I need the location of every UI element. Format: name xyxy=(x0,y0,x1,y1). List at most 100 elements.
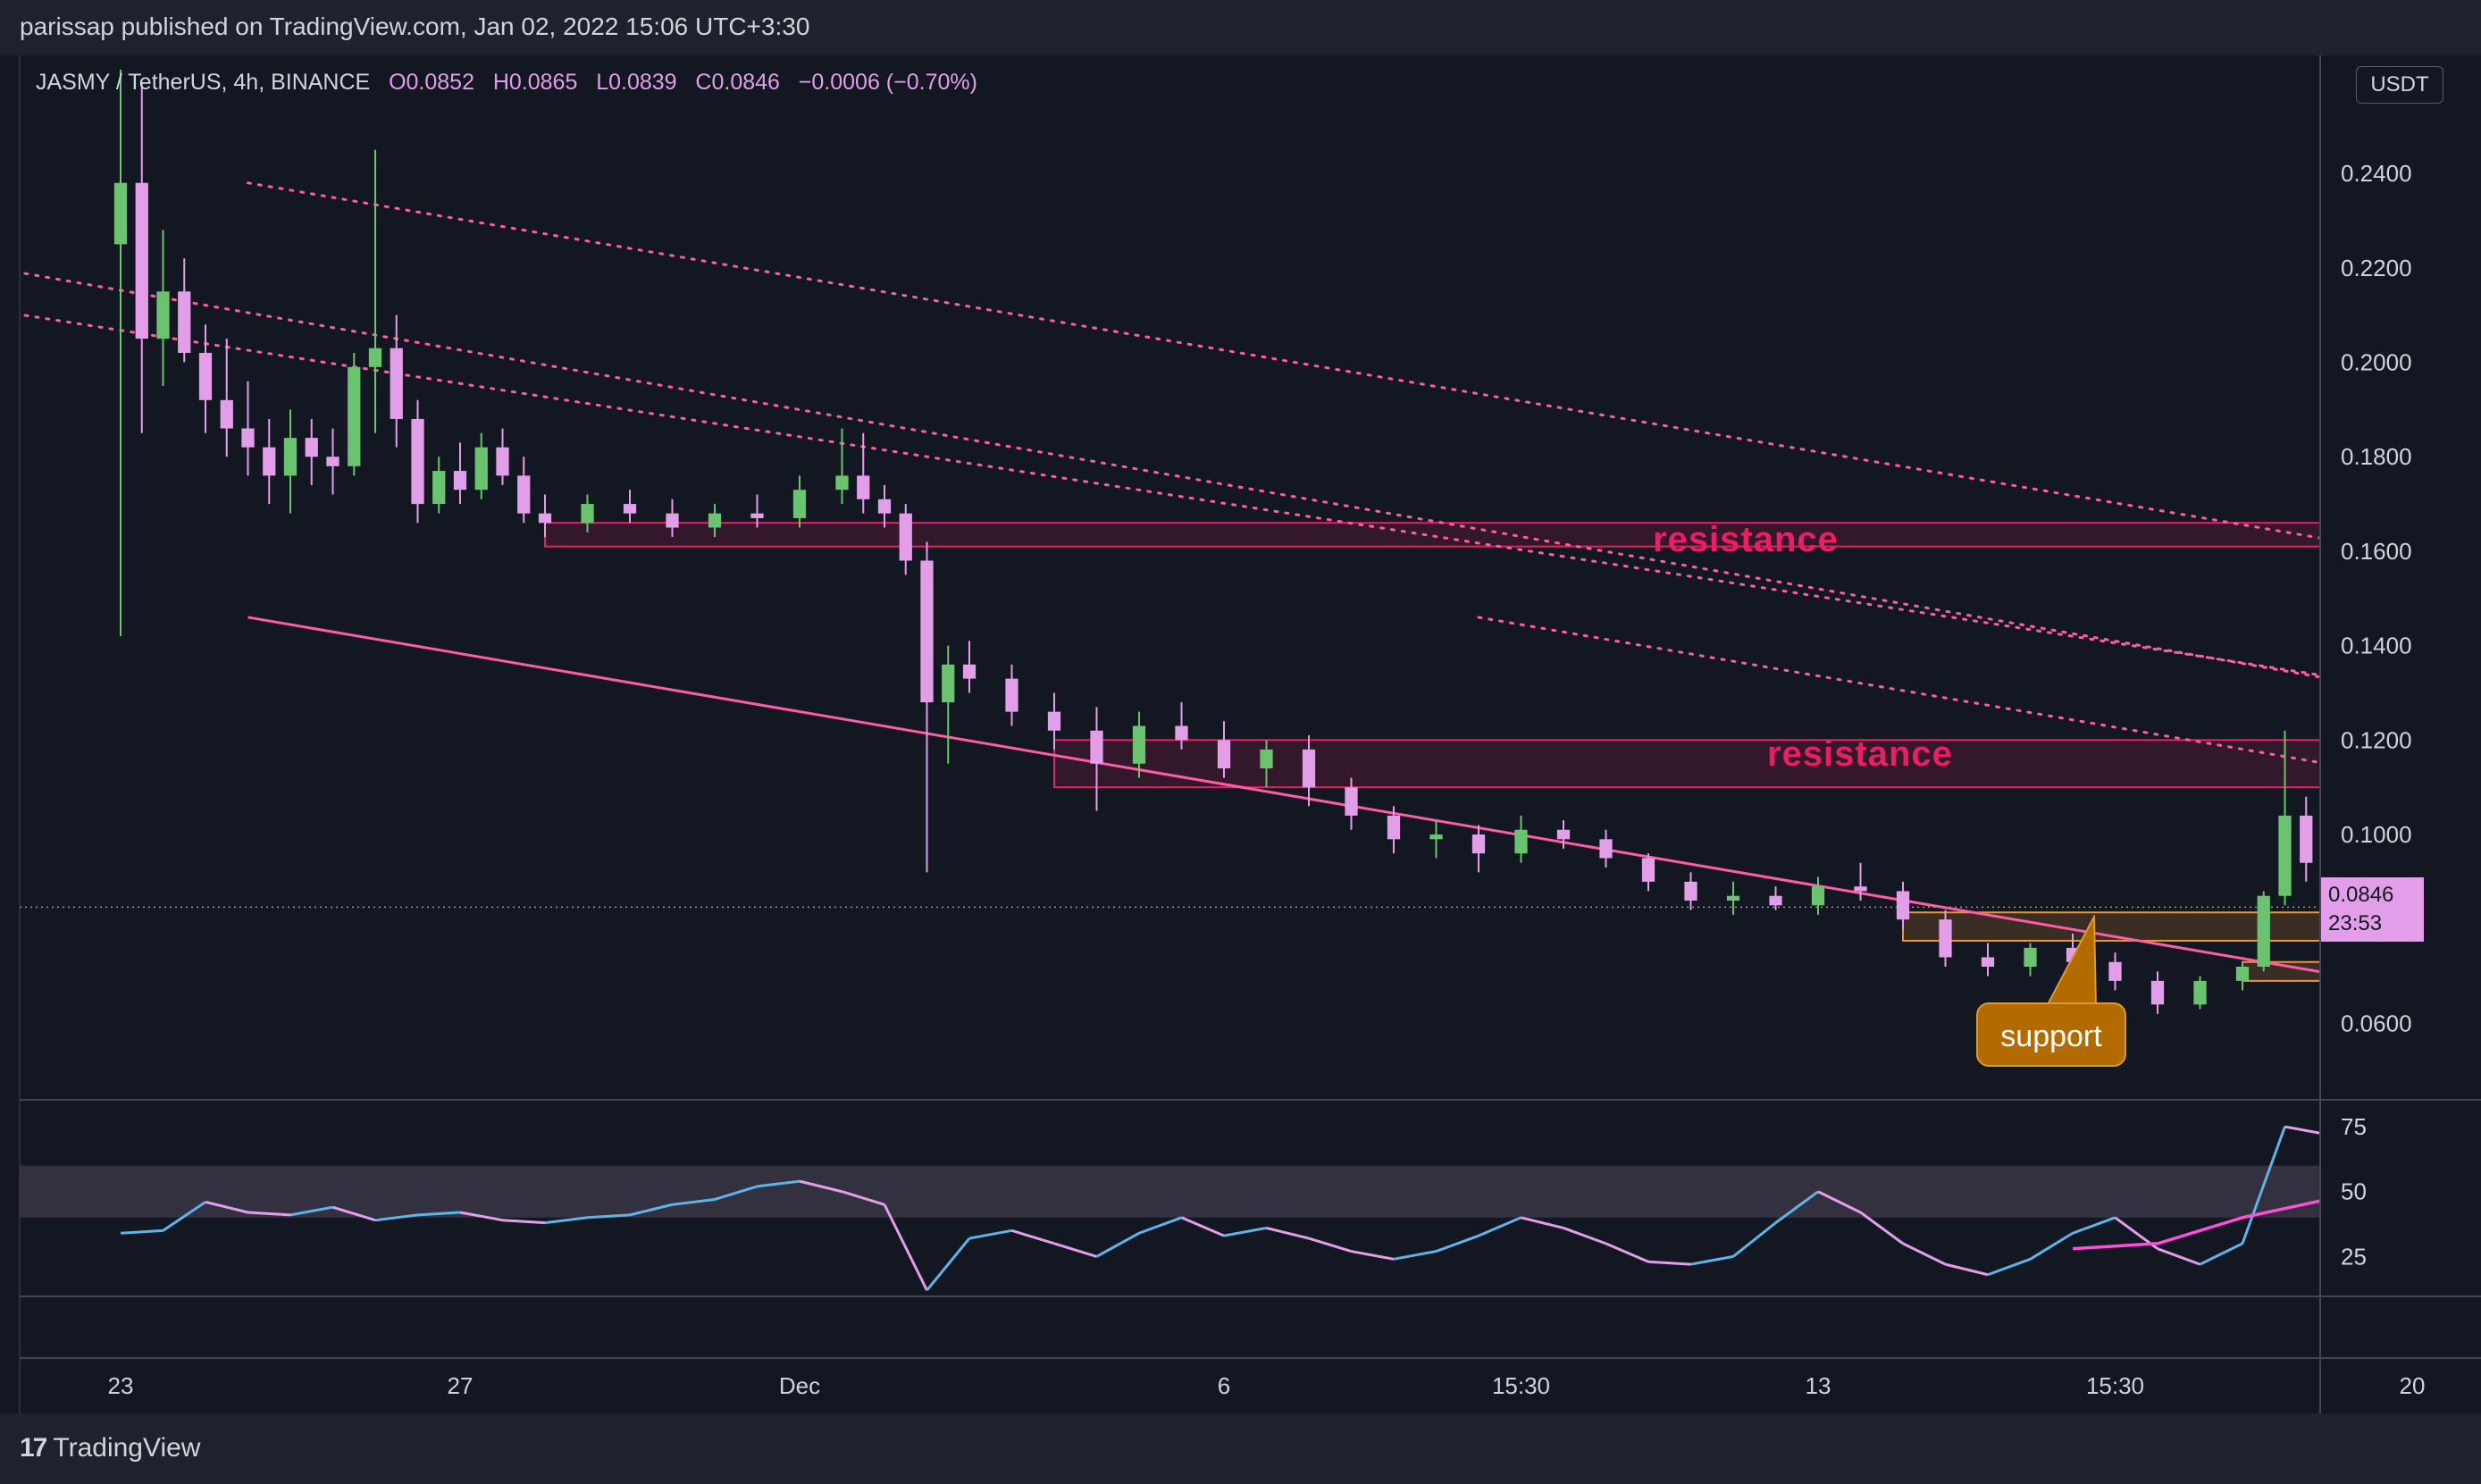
rsi-segment xyxy=(2370,1161,2413,1176)
price-plot xyxy=(20,69,2334,1014)
candle-body xyxy=(1684,881,1697,901)
rsi-segment xyxy=(1223,1226,1267,1237)
rsi-segment xyxy=(1521,1216,1564,1229)
candle-body xyxy=(857,475,870,499)
time-tick-label: 13 xyxy=(1806,1372,1831,1399)
candle-body xyxy=(835,475,849,490)
rsi-segment xyxy=(1859,1211,1904,1245)
candle-body xyxy=(623,504,637,514)
candle-body xyxy=(538,513,552,524)
rsi-ma-line xyxy=(2072,1199,2320,1251)
rsi-segment xyxy=(2241,1126,2286,1245)
candle-body xyxy=(1047,711,1061,731)
resistance-upper-zone xyxy=(544,522,2320,548)
ohlc-close: C0.0846 xyxy=(695,70,780,95)
candle-body xyxy=(1641,858,1655,882)
candle-body xyxy=(877,499,892,514)
last-price-tag: 0.0846 23:53 xyxy=(2321,877,2424,942)
candle-body xyxy=(178,291,191,353)
rsi-segment xyxy=(1478,1216,1522,1237)
candle-body xyxy=(2193,980,2207,1005)
axes: 0.2400 0.2200 0.2000 0.1800 0.1600 0.1400 0.12… xyxy=(19,55,2481,1413)
ohlc-change: −0.0006 (−0.70%) xyxy=(798,70,977,95)
candle-body xyxy=(432,471,446,505)
candle-body xyxy=(135,182,148,340)
time-tick-label: 15:30 xyxy=(1492,1372,1550,1399)
rsi-segment xyxy=(2029,1231,2074,1261)
candle-body xyxy=(581,504,594,524)
rsi-segment xyxy=(714,1185,758,1201)
rsi-segment xyxy=(1180,1216,1225,1237)
bar-countdown: 23:53 xyxy=(2328,911,2383,935)
rsi-segment xyxy=(2412,1170,2455,1176)
rsi-segment xyxy=(205,1200,248,1214)
candle-body xyxy=(1981,957,1995,968)
candle-body xyxy=(2150,980,2165,1005)
rsi-segment xyxy=(2284,1125,2320,1135)
rsi-segment xyxy=(1563,1227,1607,1245)
candle-body xyxy=(1556,829,1571,840)
candle-body xyxy=(1302,749,1316,788)
candle-body xyxy=(1005,678,1018,712)
price-tick-label: 0.2000 xyxy=(2341,349,2412,376)
price-tick-label: 0.2200 xyxy=(2341,255,2412,281)
rsi-tick-label: 25 xyxy=(2341,1243,2367,1270)
ohlc-open: O0.0852 xyxy=(389,70,474,95)
candle-body xyxy=(517,475,531,514)
rsi-segment xyxy=(1945,1262,1989,1277)
publish-bar: parissap published on TradingView.com, J… xyxy=(0,0,2481,55)
rsi-segment xyxy=(968,1228,1012,1240)
rsi-segment xyxy=(1138,1216,1183,1235)
price-tick-label: 0.1400 xyxy=(2341,633,2412,659)
rsi-segment xyxy=(757,1179,800,1188)
ohlc-low: L0.0839 xyxy=(596,70,677,95)
rsi-segment xyxy=(2199,1242,2243,1266)
rsi-segment xyxy=(289,1205,333,1217)
candle-body xyxy=(263,447,276,476)
rsi-segment xyxy=(883,1203,928,1291)
candle-body xyxy=(1726,895,1740,901)
time-tick-label: 27 xyxy=(448,1372,474,1399)
tradingview-logo[interactable]: 17 TradingView xyxy=(20,1433,200,1463)
rsi-segment xyxy=(120,1228,163,1235)
rsi-segment xyxy=(459,1211,503,1222)
candle-body xyxy=(920,560,934,703)
candle-body xyxy=(283,438,298,476)
candle-body xyxy=(113,182,128,245)
candle-body xyxy=(220,399,233,429)
channel-mid-1 xyxy=(20,271,2320,679)
rsi-segment xyxy=(1351,1250,1395,1261)
candle-body xyxy=(2321,825,2334,862)
ohlc-high: H0.0865 xyxy=(492,70,578,95)
publish-text: parissap published on TradingView.com, J… xyxy=(20,13,810,40)
rsi-segment xyxy=(1605,1242,1649,1263)
rsi-segment xyxy=(1266,1226,1310,1240)
rsi-segment xyxy=(502,1219,546,1225)
candle-body xyxy=(474,447,488,490)
time-tick-label: Dec xyxy=(779,1372,820,1399)
candle-body xyxy=(305,438,318,457)
time-tick-label: 23 xyxy=(108,1372,134,1399)
candle-body xyxy=(326,457,339,466)
rsi-segment xyxy=(672,1197,716,1206)
price-tick-label: 0.1200 xyxy=(2341,726,2412,753)
currency-badge[interactable]: USDT xyxy=(2356,66,2443,104)
rsi-segment xyxy=(247,1211,291,1217)
candle-body xyxy=(1429,834,1443,840)
rsi-segment xyxy=(332,1205,376,1222)
candle-body xyxy=(1387,815,1401,840)
candle-body xyxy=(156,291,170,340)
support-callout: support xyxy=(1976,1002,2126,1067)
candle-body xyxy=(962,664,976,679)
candle-body xyxy=(1175,725,1188,741)
candle-body xyxy=(453,471,467,490)
candle-body xyxy=(2108,961,2122,981)
candle-body xyxy=(792,490,807,518)
channel-mid-2 xyxy=(20,313,2320,677)
resistance-lower-zone xyxy=(1053,739,2320,789)
symbol-legend[interactable]: JASMY / TetherUS, 4h, BINANCE O0.0852 H0… xyxy=(36,70,977,96)
candle-body xyxy=(899,513,912,561)
last-price-value: 0.0846 xyxy=(2328,883,2394,907)
time-tick-label: 20 xyxy=(2400,1372,2426,1399)
